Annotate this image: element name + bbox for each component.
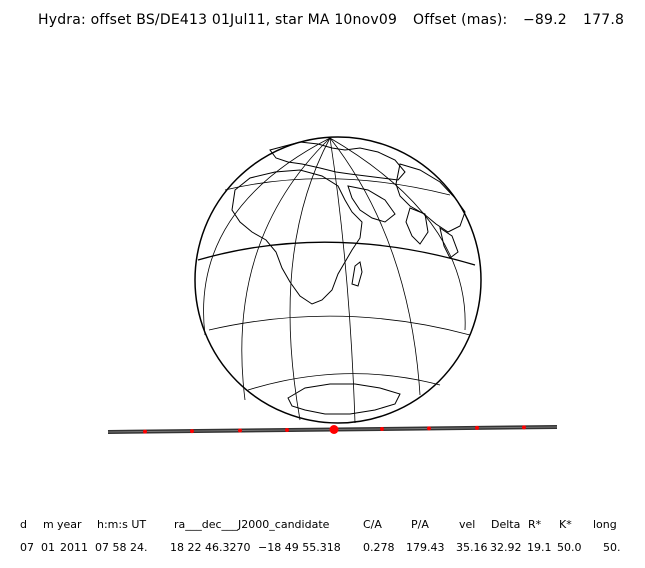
- parallel-line: [247, 373, 441, 391]
- col-header-kstar: K*: [559, 518, 572, 531]
- southeast-asia-outline: [439, 226, 459, 259]
- africa-outline: [231, 169, 363, 305]
- col-header-delta: Delta: [491, 518, 521, 531]
- india-outline: [405, 207, 429, 245]
- meridian-line: [329, 137, 466, 331]
- cell-long: 50.: [603, 541, 621, 554]
- header: Hydra: offset BS/DE413 01Jul11, star MA …: [38, 12, 638, 32]
- cell-d: 07: [20, 541, 34, 554]
- meridian-line: [289, 137, 331, 421]
- parallel-line: [208, 315, 471, 336]
- dot-icon: [380, 427, 384, 431]
- cell-pa: 179.43: [406, 541, 445, 554]
- dot-icon: [238, 428, 242, 433]
- cell-delta: 32.92: [490, 541, 522, 554]
- dot-icon: [427, 426, 431, 431]
- dot-icon: [522, 425, 526, 430]
- europe-outline: [269, 141, 406, 181]
- asia-outline: [395, 163, 466, 233]
- equator-line: [197, 241, 476, 266]
- col-header-radec: ra___dec___J2000_candidate: [174, 518, 330, 531]
- offset-label: Offset (mas):: [413, 12, 508, 28]
- parallel-line: [224, 178, 451, 196]
- center-marker: [329, 425, 339, 434]
- meridian-line: [329, 137, 356, 424]
- dot-icon: [285, 428, 289, 432]
- dot-icon: [190, 429, 194, 434]
- dot-icon: [475, 425, 479, 430]
- globe-icon: [194, 136, 482, 424]
- plot-title: Hydra: offset BS/DE413 01Jul11, star MA …: [38, 12, 398, 28]
- cell-year: 2011: [60, 541, 88, 554]
- col-header-d: d: [20, 518, 27, 531]
- dot-icon: [143, 429, 147, 434]
- col-header-rstar: R*: [528, 518, 542, 531]
- col-header-ca: C/A: [363, 518, 382, 531]
- cell-rstar: 19.1: [527, 541, 552, 554]
- offset-y-value: 177.8: [583, 12, 625, 28]
- col-header-pa: P/A: [411, 518, 429, 531]
- cell-hms: 07 58 24.: [95, 541, 148, 554]
- col-header-vel: vel: [459, 518, 476, 531]
- cell-ca: 0.278: [363, 541, 395, 554]
- globe-outline: [194, 136, 482, 424]
- arabia-outline: [347, 185, 396, 223]
- col-header-long: long: [593, 518, 617, 531]
- col-header-hms: h:m:s UT: [97, 518, 147, 531]
- cell-dec: −18 49 55.318: [258, 541, 341, 554]
- madagascar-outline: [351, 261, 363, 287]
- event-table: d m year h:m:s UT ra___dec___J2000_candi…: [0, 512, 645, 568]
- meridian-line: [203, 137, 331, 336]
- offset-x-value: −89.2: [523, 12, 567, 28]
- col-header-year: year: [57, 518, 82, 531]
- cell-kstar: 50.0: [557, 541, 582, 554]
- meridian-line: [329, 137, 421, 396]
- meridian-line: [241, 137, 331, 401]
- col-header-m: m: [43, 518, 54, 531]
- track-markers: [143, 425, 526, 434]
- cell-ra: 18 22 46.3270: [170, 541, 251, 554]
- cell-vel: 35.16: [456, 541, 488, 554]
- antarctica-outline: [287, 383, 401, 415]
- cell-m: 01: [41, 541, 55, 554]
